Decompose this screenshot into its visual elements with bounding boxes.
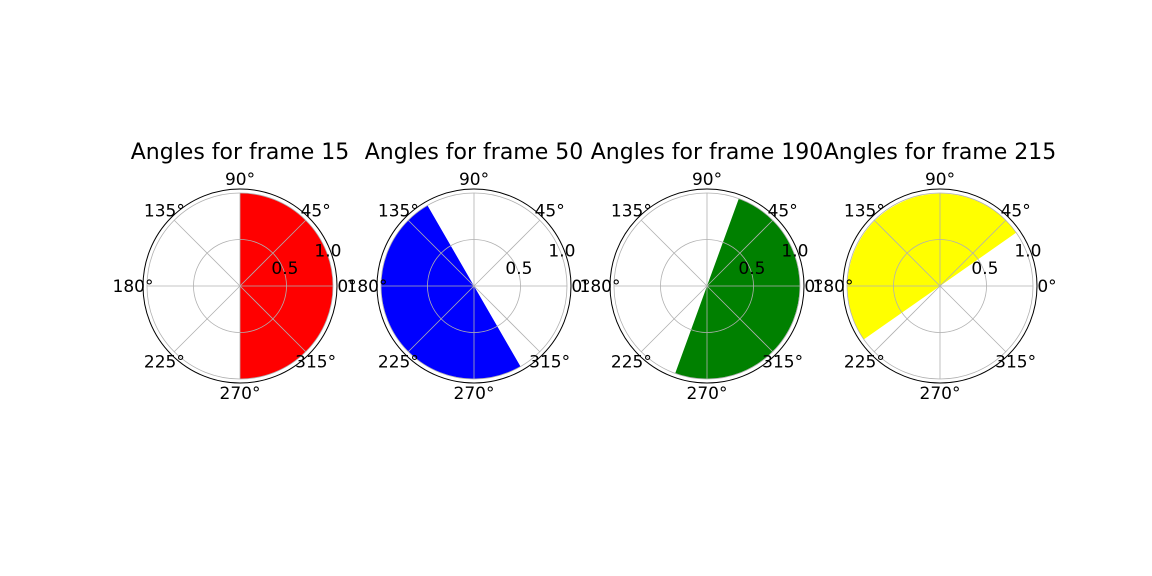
theta-grid-line bbox=[640, 285, 708, 353]
theta-tick-labels: 0° 45° 90° 135° 180° 225° 270° 315° bbox=[347, 170, 591, 404]
theta-tick-label: 0° bbox=[337, 277, 356, 297]
r-tick-label: 0.5 bbox=[738, 259, 765, 279]
theta-tick-label: 225° bbox=[378, 353, 419, 373]
theta-grid-line bbox=[939, 219, 1007, 287]
theta-tick-label: 225° bbox=[844, 353, 885, 373]
sector bbox=[847, 193, 1017, 340]
theta-tick-label: 0° bbox=[1037, 277, 1056, 297]
theta-grid-line bbox=[873, 285, 941, 353]
theta-tick-label: 90° bbox=[692, 170, 722, 190]
outer-frame bbox=[842, 188, 1038, 384]
r-tick-labels: 0.5 1.0 bbox=[505, 241, 575, 279]
grid bbox=[380, 192, 568, 380]
theta-tick-label: 135° bbox=[844, 201, 885, 221]
theta-tick-label: 315° bbox=[995, 353, 1036, 373]
polar-chart-1: 0° 45° 90° 135° 180° 225° 270° 315° 0.5 1.0 Angl… bbox=[113, 140, 357, 404]
theta-tick-label: 270° bbox=[920, 384, 961, 404]
r-tick-label: 0.5 bbox=[971, 259, 998, 279]
polar-chart-4: 0° 45° 90° 135° 180° 225° 270° 315° 0.5 1.0 Angl… bbox=[813, 140, 1057, 404]
theta-tick-label: 90° bbox=[459, 170, 489, 190]
r-tick-label: 1.0 bbox=[781, 241, 808, 261]
sector bbox=[675, 198, 800, 379]
r-tick-label: 0.5 bbox=[505, 259, 532, 279]
outer-frame bbox=[376, 188, 572, 384]
theta-tick-label: 90° bbox=[225, 170, 255, 190]
grid bbox=[846, 192, 1034, 380]
polar-chart-2: 0° 45° 90° 135° 180° 225° 270° 315° 0.5 1.0 Angl… bbox=[347, 140, 591, 404]
theta-tick-labels: 0° 45° 90° 135° 180° 225° 270° 315° bbox=[113, 170, 357, 404]
grid bbox=[613, 192, 801, 380]
theta-tick-label: 45° bbox=[1001, 201, 1031, 221]
theta-grid-line bbox=[939, 285, 1007, 353]
theta-tick-label: 90° bbox=[925, 170, 955, 190]
theta-grid-line bbox=[173, 219, 241, 287]
r-tick-label: 0.5 bbox=[271, 259, 298, 279]
theta-grid-line bbox=[640, 219, 708, 287]
r-tick-label: 1.0 bbox=[548, 241, 575, 261]
r-tick-label: 1.0 bbox=[1014, 241, 1041, 261]
theta-tick-label: 180° bbox=[580, 277, 621, 297]
chart-title: Angles for frame 50 bbox=[365, 140, 584, 165]
theta-grid-line bbox=[239, 285, 307, 353]
theta-grid-line bbox=[873, 219, 941, 287]
theta-tick-label: 45° bbox=[535, 201, 565, 221]
theta-tick-label: 270° bbox=[687, 384, 728, 404]
theta-tick-label: 135° bbox=[378, 201, 419, 221]
r-tick-labels: 0.5 1.0 bbox=[271, 241, 341, 279]
r-tick-labels: 0.5 1.0 bbox=[738, 241, 808, 279]
theta-tick-label: 270° bbox=[220, 384, 261, 404]
theta-tick-label: 135° bbox=[144, 201, 185, 221]
theta-tick-label: 225° bbox=[144, 353, 185, 373]
theta-tick-label: 180° bbox=[347, 277, 388, 297]
theta-tick-label: 180° bbox=[113, 277, 154, 297]
theta-grid-line bbox=[706, 285, 774, 353]
theta-grid-line bbox=[706, 219, 774, 287]
theta-grid-line bbox=[473, 285, 541, 353]
sector bbox=[381, 205, 521, 379]
theta-tick-label: 135° bbox=[611, 201, 652, 221]
theta-tick-label: 0° bbox=[804, 277, 823, 297]
theta-grid-line bbox=[239, 219, 307, 287]
theta-tick-label: 0° bbox=[571, 277, 590, 297]
outer-frame bbox=[609, 188, 805, 384]
theta-grid-line bbox=[173, 285, 241, 353]
theta-tick-label: 315° bbox=[529, 353, 570, 373]
theta-tick-label: 45° bbox=[301, 201, 331, 221]
r-tick-label: 1.0 bbox=[314, 241, 341, 261]
theta-grid-line bbox=[407, 219, 475, 287]
theta-tick-labels: 0° 45° 90° 135° 180° 225° 270° 315° bbox=[580, 170, 824, 404]
theta-tick-label: 180° bbox=[813, 277, 854, 297]
theta-tick-label: 315° bbox=[762, 353, 803, 373]
theta-tick-label: 315° bbox=[295, 353, 336, 373]
theta-tick-label: 225° bbox=[611, 353, 652, 373]
theta-grid-line bbox=[473, 219, 541, 287]
chart-title: Angles for frame 215 bbox=[824, 140, 1057, 165]
r-tick-labels: 0.5 1.0 bbox=[971, 241, 1041, 279]
theta-tick-labels: 0° 45° 90° 135° 180° 225° 270° 315° bbox=[813, 170, 1057, 404]
theta-grid-line bbox=[407, 285, 475, 353]
chart-title: Angles for frame 15 bbox=[131, 140, 350, 165]
outer-frame bbox=[142, 188, 338, 384]
chart-title: Angles for frame 190 bbox=[591, 140, 824, 165]
grid bbox=[146, 192, 334, 380]
polar-chart-3: 0° 45° 90° 135° 180° 225° 270° 315° 0.5 1.0 Angl… bbox=[580, 140, 824, 404]
theta-tick-label: 45° bbox=[768, 201, 798, 221]
theta-tick-label: 270° bbox=[454, 384, 495, 404]
